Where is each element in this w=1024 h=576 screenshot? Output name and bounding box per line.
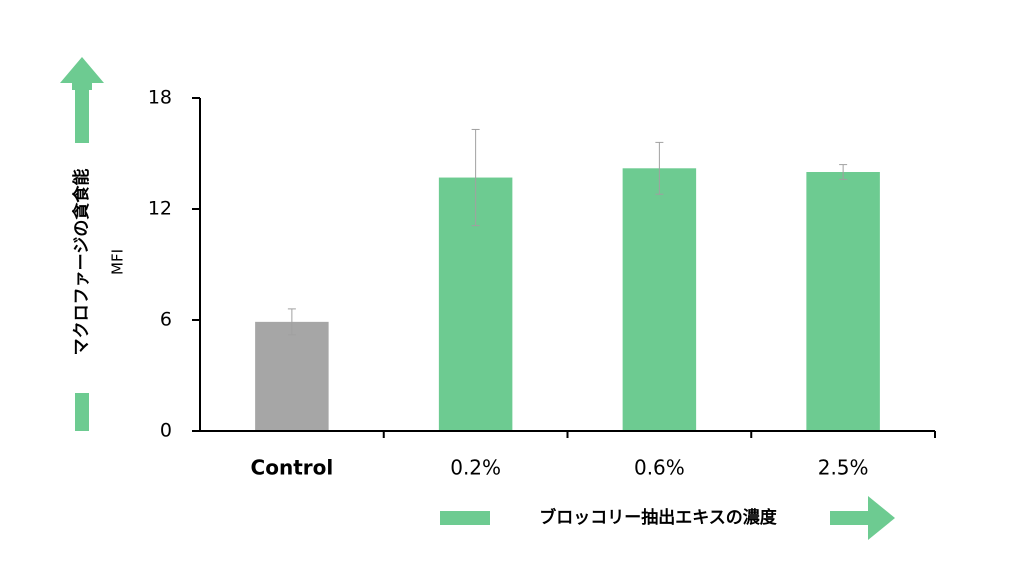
y-tick-label: 12 bbox=[148, 198, 172, 220]
y-tick-label: 18 bbox=[148, 87, 172, 109]
x-tick-label: Control bbox=[251, 456, 334, 480]
arrow-tail bbox=[75, 393, 89, 431]
arrow-tail bbox=[440, 511, 490, 525]
x-annotation: ブロッコリー抽出エキスの濃度 bbox=[539, 507, 777, 528]
y-annotation-group: マクロファージの貪食能 bbox=[60, 57, 104, 431]
y-annotation: マクロファージの貪食能 bbox=[71, 169, 92, 356]
bar bbox=[622, 168, 697, 432]
y-axis-label: MFI bbox=[109, 249, 127, 275]
arrow-head bbox=[60, 57, 104, 90]
y-tick-label: 6 bbox=[160, 309, 172, 331]
x-tick-label: 0.6% bbox=[634, 456, 685, 480]
arrow-shaft bbox=[75, 88, 89, 143]
x-tick-label: 2.5% bbox=[818, 456, 869, 480]
x-annotation-group: ブロッコリー抽出エキスの濃度 bbox=[440, 496, 895, 540]
arrow-head bbox=[868, 496, 895, 540]
y-tick-label: 0 bbox=[160, 420, 172, 442]
bar bbox=[255, 321, 329, 431]
x-tick-label: 0.2% bbox=[450, 456, 501, 480]
bar bbox=[806, 172, 880, 431]
arrow-shaft bbox=[830, 511, 870, 525]
